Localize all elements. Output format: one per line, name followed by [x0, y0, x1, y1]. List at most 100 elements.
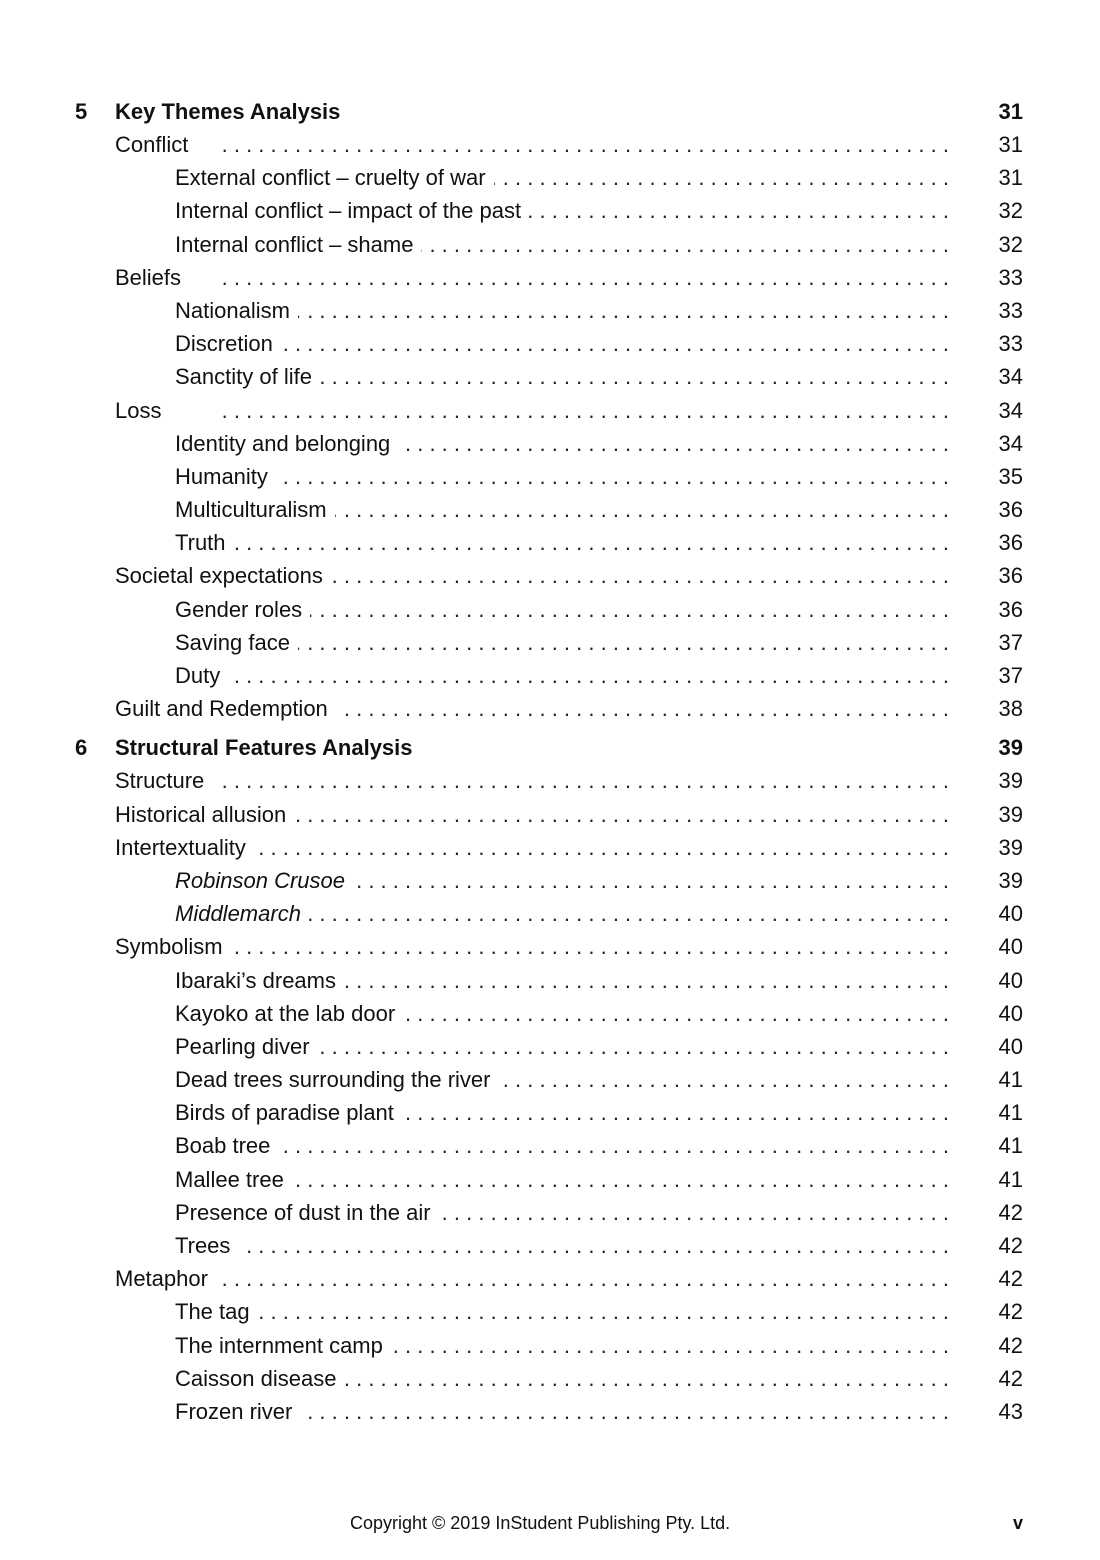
toc-entry[interactable]: Middlemarch . . . . . . . . . . . . . . … — [0, 897, 1100, 930]
toc-entry[interactable]: Pearling diver . . . . . . . . . . . . .… — [0, 1030, 1100, 1063]
toc-entry[interactable]: The internment camp . . . . . . . . . . … — [0, 1329, 1100, 1362]
chapter-number: 6 — [75, 735, 88, 761]
toc-entry[interactable]: Guilt and Redemption . . . . . . . . . .… — [0, 692, 1100, 725]
entry-title: Frozen river — [175, 1398, 293, 1424]
entry-title: Key Themes Analysis — [115, 98, 341, 124]
entry-page-number: 40 — [998, 901, 1023, 927]
entry-title: Historical allusion — [115, 801, 287, 827]
entry-title: Humanity — [175, 463, 268, 489]
toc-entry[interactable]: Loss . . . . . . . . . . . . . . . . . .… — [0, 394, 1100, 427]
dot-leader: . . . . . . . . . . . . . . . . . . . . … — [253, 834, 949, 860]
dot-leader: . . . . . . . . . . . . . . . . . . . . … — [309, 901, 949, 927]
toc-entry[interactable]: Boab tree . . . . . . . . . . . . . . . … — [0, 1129, 1100, 1162]
dot-leader: . . . . . . . . . . . . . . . . . . . . … — [402, 1100, 949, 1126]
dot-leader: . . . . . . . . . . . . . . . . . . . . … — [499, 1067, 950, 1093]
entry-title: Duty — [175, 663, 221, 688]
toc-entry[interactable]: Robinson Crusoe . . . . . . . . . . . . … — [0, 864, 1100, 897]
dot-leader: . . . . . . . . . . . . . . . . . . . . … — [398, 430, 949, 456]
dot-leader: . . . . . . . . . . . . . . . . . . . . … — [221, 397, 949, 423]
entry-title: Guilt and Redemption — [115, 696, 328, 722]
dot-leader: . . . . . . . . . . . . . . . . . . . . … — [494, 165, 949, 191]
toc-entry[interactable]: Symbolism . . . . . . . . . . . . . . . … — [0, 930, 1100, 963]
entry-title: Presence of dust in the air — [175, 1199, 431, 1225]
entry-page-number: 34 — [998, 364, 1023, 390]
dot-leader: . . . . . . . . . . . . . . . . . . . . … — [319, 364, 949, 390]
entry-page-number: 42 — [998, 1199, 1023, 1225]
toc-entry[interactable]: Multiculturalism . . . . . . . . . . . .… — [0, 493, 1100, 526]
toc-entry[interactable]: Truth . . . . . . . . . . . . . . . . . … — [0, 526, 1100, 559]
entry-title: External conflict – cruelty of war — [175, 165, 486, 191]
copyright-notice: Copyright © 2019 InStudent Publishing Pt… — [350, 1513, 731, 1533]
entry-title: Nationalism — [175, 297, 290, 323]
toc-entry[interactable]: Duty . . . . . . . . . . . . . . . . . .… — [0, 659, 1100, 692]
dot-leader: . . . . . . . . . . . . . . . . . . . . … — [280, 331, 949, 357]
entry-page-number: 32 — [998, 198, 1023, 224]
toc-entry[interactable]: Historical allusion . . . . . . . . . . … — [0, 798, 1100, 831]
entry-page-number: 38 — [998, 696, 1023, 722]
dot-leader: . . . . . . . . . . . . . . . . . . . . … — [291, 1166, 949, 1192]
entry-page-number: 34 — [998, 430, 1023, 456]
dot-leader: . . . . . . . . . . . . . . . . . . . . … — [421, 231, 949, 257]
toc-entry[interactable]: Frozen river . . . . . . . . . . . . . .… — [0, 1395, 1100, 1428]
entry-title: Caisson disease — [175, 1365, 337, 1391]
entry-page-number: 34 — [998, 397, 1023, 423]
dot-leader: . . . . . . . . . . . . . . . . . . . . … — [230, 934, 949, 960]
entry-title: Sanctity of life — [175, 364, 312, 390]
entry-page-number: 39 — [998, 735, 1023, 761]
entry-title: The internment camp — [175, 1332, 383, 1358]
entry-title: Symbolism — [115, 934, 223, 960]
toc-entry[interactable]: Gender roles . . . . . . . . . . . . . .… — [0, 593, 1100, 626]
table-of-contents: 5 Key Themes Analysis . . . . . . . . . .… — [0, 95, 1100, 1428]
entry-page-number: 40 — [998, 1033, 1023, 1059]
toc-entry[interactable]: Caisson disease . . . . . . . . . . . . … — [0, 1362, 1100, 1395]
entry-title: Saving face — [175, 629, 290, 655]
entry-page-number: 33 — [998, 297, 1023, 323]
toc-entry[interactable]: Beliefs . . . . . . . . . . . . . . . . … — [0, 261, 1100, 294]
toc-entry[interactable]: Birds of paradise plant . . . . . . . . … — [0, 1096, 1100, 1129]
entry-title: Birds of paradise plant — [175, 1100, 394, 1126]
entry-title: Conflict — [115, 132, 189, 157]
dot-leader: . . . . . . . . . . . . . . . . . . . . … — [221, 768, 949, 794]
entry-title: Pearling diver — [175, 1033, 310, 1059]
toc-entry[interactable]: Structure . . . . . . . . . . . . . . . … — [0, 764, 1100, 797]
toc-entry[interactable]: Metaphor . . . . . . . . . . . . . . . .… — [0, 1262, 1100, 1295]
toc-entry[interactable]: Discretion . . . . . . . . . . . . . . .… — [0, 327, 1100, 360]
toc-entry[interactable]: Mallee tree . . . . . . . . . . . . . . … — [0, 1163, 1100, 1196]
toc-entry[interactable]: Societal expectations . . . . . . . . . … — [0, 559, 1100, 592]
toc-entry[interactable]: Presence of dust in the air . . . . . . … — [0, 1196, 1100, 1229]
dot-leader: . . . . . . . . . . . . . . . . . . . . … — [238, 1233, 949, 1258]
toc-entry[interactable]: Identity and belonging . . . . . . . . .… — [0, 427, 1100, 460]
entry-title: Intertextuality — [115, 834, 246, 860]
entry-page-number: 42 — [998, 1365, 1023, 1391]
toc-entry[interactable]: Sanctity of life . . . . . . . . . . . .… — [0, 360, 1100, 393]
entry-title: Structure — [115, 768, 205, 794]
entry-title: Robinson Crusoe — [175, 867, 345, 893]
entry-title: Loss — [115, 397, 162, 423]
entry-title: Gender roles — [175, 596, 303, 622]
toc-entry[interactable]: Kayoko at the lab door . . . . . . . . .… — [0, 997, 1100, 1030]
entry-page-number: 36 — [998, 563, 1023, 589]
toc-entry[interactable]: External conflict – cruelty of war . . .… — [0, 161, 1100, 194]
toc-entry[interactable]: Intertextuality . . . . . . . . . . . . … — [0, 831, 1100, 864]
toc-entry[interactable]: Internal conflict – impact of the past .… — [0, 194, 1100, 227]
toc-entry[interactable]: Conflict . . . . . . . . . . . . . . . .… — [0, 128, 1100, 161]
toc-entry[interactable]: Trees . . . . . . . . . . . . . . . . . … — [0, 1229, 1100, 1262]
toc-entry[interactable]: Nationalism . . . . . . . . . . . . . . … — [0, 294, 1100, 327]
toc-entry[interactable]: The tag . . . . . . . . . . . . . . . . … — [0, 1295, 1100, 1328]
toc-entry[interactable]: Dead trees surrounding the river . . . .… — [0, 1063, 1100, 1096]
toc-entry[interactable]: Humanity . . . . . . . . . . . . . . . .… — [0, 460, 1100, 493]
dot-leader: . . . . . . . . . . . . . . . . . . . . … — [331, 563, 949, 589]
entry-title: Metaphor — [115, 1266, 208, 1292]
entry-page-number: 42 — [998, 1299, 1023, 1325]
entry-title: Kayoko at the lab door — [175, 1000, 396, 1026]
toc-entry[interactable]: Internal conflict – shame . . . . . . . … — [0, 228, 1100, 261]
dot-leader: . . . . . . . . . . . . . . . . . . . . … — [300, 1398, 949, 1424]
toc-entry[interactable]: Saving face . . . . . . . . . . . . . . … — [0, 626, 1100, 659]
entry-page-number: 42 — [998, 1266, 1023, 1292]
toc-entry[interactable]: Ibaraki’s dreams . . . . . . . . . . . .… — [0, 964, 1100, 997]
entry-page-number: 33 — [998, 331, 1023, 357]
entry-page-number: 36 — [998, 596, 1023, 622]
entry-title: Multiculturalism — [175, 497, 327, 523]
